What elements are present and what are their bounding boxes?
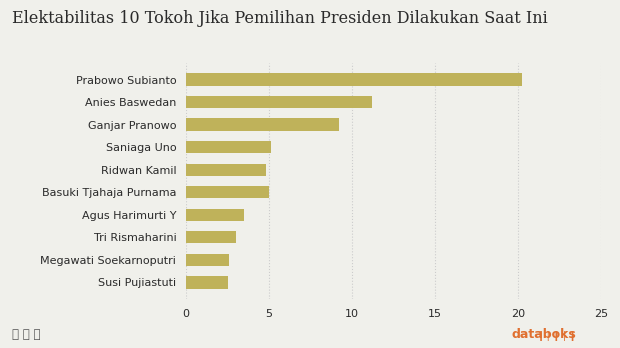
Bar	[186, 276, 228, 288]
Text: ⓒ ⓘ Ⓢ: ⓒ ⓘ Ⓢ	[12, 328, 41, 341]
Bar	[186, 73, 521, 86]
Text: databoks: databoks	[512, 328, 577, 341]
Bar	[186, 186, 269, 198]
Bar	[186, 118, 339, 131]
Text: Elektabilitas 10 Tokoh Jika Pemilihan Presiden Dilakukan Saat Ini: Elektabilitas 10 Tokoh Jika Pemilihan Pr…	[12, 10, 548, 27]
Bar	[186, 254, 229, 266]
Bar	[186, 141, 271, 153]
Bar	[186, 231, 236, 244]
Bar	[186, 96, 372, 108]
Bar	[186, 164, 266, 176]
Text: ❙❘❙❘❙: ❙❘❙❘❙	[536, 331, 577, 341]
Bar	[186, 208, 244, 221]
